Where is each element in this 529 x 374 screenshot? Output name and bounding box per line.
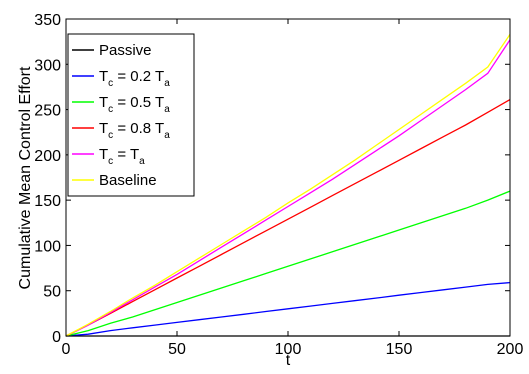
- series-line-1: [65, 281, 511, 337]
- plot-lines: [65, 34, 511, 337]
- x-tick-label: 150: [386, 341, 413, 358]
- y-axis: 0 50 100 150 200 250 300 350: [34, 12, 510, 346]
- legend-entry-1: Tc = 0.2 Ta: [99, 68, 170, 89]
- legend-entry-3: Tc = 0.8 Ta: [99, 120, 170, 141]
- legend-entry-5: Baseline: [99, 172, 157, 189]
- series-line-2: [65, 190, 511, 337]
- legend-entry-2: Tc = 0.5 Ta: [99, 94, 170, 115]
- legend-entry-0: Passive: [99, 42, 152, 59]
- y-tick-label: 200: [34, 148, 61, 165]
- legend-entry-4: Tc = Ta: [99, 146, 145, 167]
- x-tick-label: 50: [168, 341, 186, 358]
- series-line-5: [65, 34, 511, 337]
- series-line-4: [65, 39, 511, 337]
- y-tick-label: 0: [52, 329, 61, 346]
- y-tick-label: 350: [34, 12, 61, 29]
- y-tick-label: 50: [43, 284, 61, 301]
- x-tick-label: 100: [275, 341, 302, 358]
- y-axis-label: Cumulative Mean Control Effort: [17, 66, 34, 289]
- legend: Passive Tc = 0.2 Ta Tc = 0.5 Ta Tc = 0.8 Ta…: [67, 33, 195, 197]
- y-tick-label: 250: [34, 103, 61, 120]
- y-tick-label: 300: [34, 57, 61, 74]
- x-tick-label: 200: [497, 341, 524, 358]
- series-line-3: [65, 99, 511, 337]
- x-axis-label: t: [286, 352, 291, 369]
- x-axis: 0 50 100 150 200: [62, 19, 524, 358]
- legend-box: [67, 33, 195, 197]
- x-tick-label: 0: [62, 341, 71, 358]
- y-tick-label: 150: [34, 193, 61, 210]
- y-tick-label: 100: [34, 238, 61, 255]
